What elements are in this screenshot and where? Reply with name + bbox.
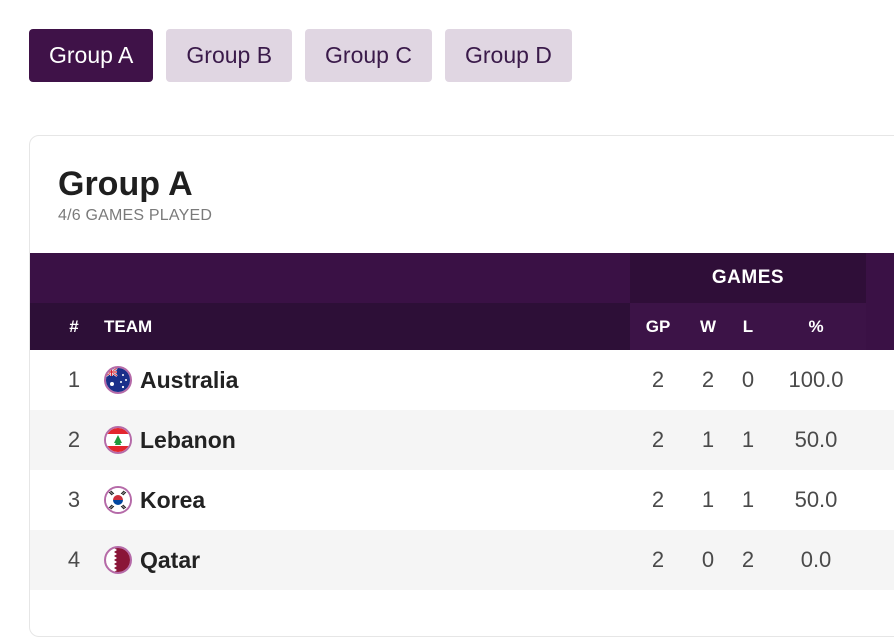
team-name[interactable]: Australia <box>140 366 239 393</box>
col-l-header[interactable]: L <box>742 316 754 336</box>
table-row[interactable]: 1 Australia 2 2 0 100.0 <box>30 350 894 410</box>
col-team-header[interactable]: TEAM <box>104 316 153 336</box>
gp-cell: 2 <box>651 367 665 392</box>
card-title: Group A <box>58 165 193 203</box>
pct-cell: 50.0 <box>794 487 838 512</box>
australia-flag-icon <box>104 366 132 394</box>
w-cell: 2 <box>701 367 715 392</box>
col-pct-header[interactable]: % <box>808 316 824 336</box>
qatar-flag-icon <box>104 546 132 574</box>
korea-flag-icon <box>104 486 132 514</box>
team-cell[interactable]: Lebanon <box>104 410 236 470</box>
table-row[interactable]: 2 Lebanon 2 1 1 50.0 <box>30 410 894 470</box>
col-gp-header[interactable]: GP <box>645 316 671 336</box>
rank-cell: 1 <box>67 367 81 392</box>
table-row[interactable]: 4 Qatar 2 0 2 0.0 <box>30 530 894 590</box>
tab-group-d[interactable]: Group D <box>444 29 572 82</box>
rank-cell: 4 <box>67 547 81 572</box>
pct-cell: 0.0 <box>800 547 832 572</box>
team-name[interactable]: Qatar <box>140 546 201 573</box>
group-tabs: Group A Group B Group C Group D <box>29 29 572 82</box>
l-cell: 2 <box>741 547 755 572</box>
gp-cell: 2 <box>651 487 665 512</box>
rank-cell: 3 <box>67 487 81 512</box>
next-group-header <box>866 253 894 350</box>
table-header: GAMES # TEAM GP W L % <box>30 253 894 350</box>
tab-group-b[interactable]: Group B <box>166 29 293 82</box>
col-w-header[interactable]: W <box>699 316 717 336</box>
l-cell: 0 <box>741 367 755 392</box>
l-cell: 1 <box>741 487 755 512</box>
games-subheader-bg <box>630 303 866 350</box>
w-cell: 1 <box>701 427 715 452</box>
games-played-subtitle: 4/6 GAMES PLAYED <box>58 207 213 224</box>
col-rank-header[interactable]: # <box>69 316 79 336</box>
lebanon-flag-icon <box>104 426 132 454</box>
standings-card: Group A 4/6 GAMES PLAYED GAMES # TEAM GP… <box>29 135 894 637</box>
w-cell: 0 <box>701 547 715 572</box>
rank-cell: 2 <box>67 427 81 452</box>
team-name[interactable]: Lebanon <box>140 426 236 453</box>
tab-group-c[interactable]: Group C <box>305 29 432 82</box>
gp-cell: 2 <box>651 427 665 452</box>
gp-cell: 2 <box>651 547 665 572</box>
team-cell[interactable]: Qatar <box>104 530 200 590</box>
l-cell: 1 <box>741 427 755 452</box>
tab-group-a[interactable]: Group A <box>29 29 154 82</box>
team-cell[interactable]: Korea <box>104 470 205 530</box>
pct-cell: 50.0 <box>794 427 838 452</box>
team-cell[interactable]: Australia <box>104 350 238 410</box>
team-name[interactable]: Korea <box>140 486 206 513</box>
games-group-header: GAMES <box>630 253 866 303</box>
w-cell: 1 <box>701 487 715 512</box>
pct-cell: 100.0 <box>788 367 844 392</box>
table-row[interactable]: 3 Korea 2 1 1 50.0 <box>30 470 894 530</box>
